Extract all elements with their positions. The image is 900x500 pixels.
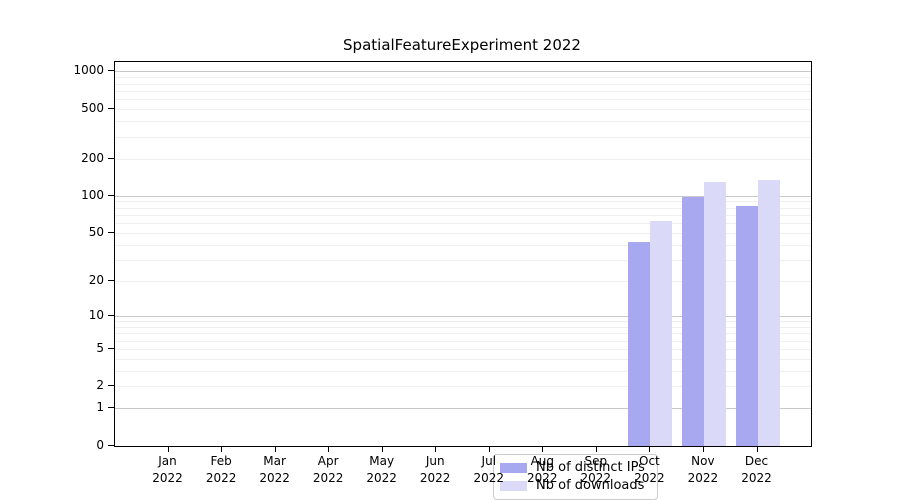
chart-title: SpatialFeatureExperiment 2022 (343, 36, 581, 54)
legend-swatch-distinct-ips (500, 462, 527, 473)
x-tick-mark-mar (274, 446, 276, 452)
x-tick-mark-dec (756, 446, 758, 452)
minor-gridline-300 (115, 136, 811, 138)
major-gridline-100 (115, 195, 811, 197)
y-tick-label-1: 1 (96, 400, 104, 415)
minor-gridline-6 (115, 340, 811, 342)
x-tick-mark-jan (167, 446, 169, 452)
y-tick-mark-100 (108, 194, 114, 196)
minor-gridline-90 (115, 201, 811, 203)
minor-gridline-80 (115, 207, 811, 209)
x-tick-label-apr: Apr 2022 (312, 454, 344, 485)
minor-gridline-8 (115, 326, 811, 328)
minor-gridline-40 (115, 244, 811, 246)
x-tick-mark-sep (595, 446, 597, 452)
bar-nb-of-distinct-ips-nov (681, 196, 704, 446)
y-tick-label-2: 2 (96, 378, 104, 393)
minor-gridline-4 (115, 358, 811, 360)
major-gridline-1 (115, 408, 811, 410)
bar-nb-of-downloads-oct (650, 221, 673, 446)
y-tick-mark-10 (108, 315, 114, 316)
legend: Nb of distinct IPs Nb of downloads (493, 454, 658, 500)
minor-gridline-200 (115, 158, 811, 160)
y-tick-label-1000: 1000 (73, 63, 104, 78)
minor-gridline-600 (115, 99, 811, 101)
x-tick-label-oct: Oct 2022 (634, 454, 665, 485)
minor-gridline-30 (115, 259, 811, 261)
y-tick-mark-200 (108, 157, 114, 159)
y-tick-mark-2 (108, 385, 114, 387)
minor-gridline-900 (115, 77, 811, 79)
minor-gridline-60 (115, 223, 811, 225)
y-tick-label-100: 100 (81, 187, 104, 202)
minor-gridline-500 (115, 108, 811, 110)
legend-swatch-downloads (500, 480, 527, 491)
minor-gridline-400 (115, 121, 811, 122)
y-tick-mark-5 (108, 347, 114, 349)
x-tick-label-jan: Jan 2022 (152, 454, 183, 485)
minor-gridline-2 (115, 386, 811, 388)
y-tick-label-50: 50 (88, 224, 104, 239)
x-tick-mark-apr (328, 446, 330, 452)
minor-gridline-50 (115, 232, 811, 234)
bar-nb-of-downloads-nov (703, 181, 726, 446)
bar-nb-of-distinct-ips-dec (735, 206, 758, 446)
minor-gridline-5 (115, 348, 811, 350)
x-tick-label-dec: Dec 2022 (741, 454, 772, 485)
plot-area: Nb of distinct IPs Nb of downloads (114, 61, 812, 500)
y-tick-label-200: 200 (81, 150, 104, 165)
x-tick-label-jul: Jul 2022 (473, 454, 505, 485)
y-tick-mark-500 (108, 107, 114, 109)
legend-item-downloads: Nb of downloads (500, 478, 647, 493)
major-gridline-1000 (115, 71, 811, 73)
bar-nb-of-downloads-dec (757, 180, 780, 446)
y-tick-mark-50 (108, 231, 114, 233)
x-tick-mark-jun (435, 446, 437, 452)
y-tick-label-10: 10 (88, 308, 104, 322)
x-tick-label-mar: Mar 2022 (259, 454, 290, 485)
y-tick-label-500: 500 (81, 100, 104, 115)
minor-gridline-7 (115, 333, 811, 335)
minor-gridline-20 (115, 280, 811, 282)
x-tick-label-sep: Sep 2022 (580, 454, 612, 485)
x-tick-mark-may (381, 446, 383, 452)
bar-nb-of-distinct-ips-oct (628, 242, 651, 446)
x-tick-label-nov: Nov 2022 (687, 454, 719, 485)
y-tick-label-5: 5 (96, 340, 104, 355)
minor-gridline-9 (115, 321, 811, 323)
minor-gridline-800 (115, 83, 811, 85)
x-tick-label-aug: Aug 2022 (527, 454, 558, 485)
x-tick-label-feb: Feb 2022 (205, 454, 237, 485)
y-tick-label-0: 0 (96, 438, 104, 452)
x-tick-mark-aug (542, 446, 544, 452)
x-tick-mark-oct (649, 446, 651, 452)
y-tick-mark-1000 (108, 70, 114, 72)
minor-gridline-3 (115, 370, 811, 372)
major-gridline-10 (115, 316, 811, 317)
y-tick-mark-1 (108, 407, 114, 409)
y-tick-label-20: 20 (88, 272, 104, 287)
x-tick-label-jun: Jun 2022 (419, 454, 451, 485)
legend-item-distinct-ips: Nb of distinct IPs (500, 460, 647, 475)
x-tick-label-may: May 2022 (366, 454, 397, 485)
minor-gridline-70 (115, 214, 811, 216)
x-tick-mark-feb (221, 446, 223, 452)
legend-label-distinct-ips: Nb of distinct IPs (536, 460, 645, 475)
minor-gridline-700 (115, 90, 811, 92)
y-tick-mark-20 (108, 279, 114, 281)
legend-label-downloads: Nb of downloads (536, 478, 645, 493)
x-tick-mark-nov (702, 446, 704, 452)
x-tick-mark-jul (488, 446, 490, 452)
y-tick-mark-0 (108, 445, 114, 446)
